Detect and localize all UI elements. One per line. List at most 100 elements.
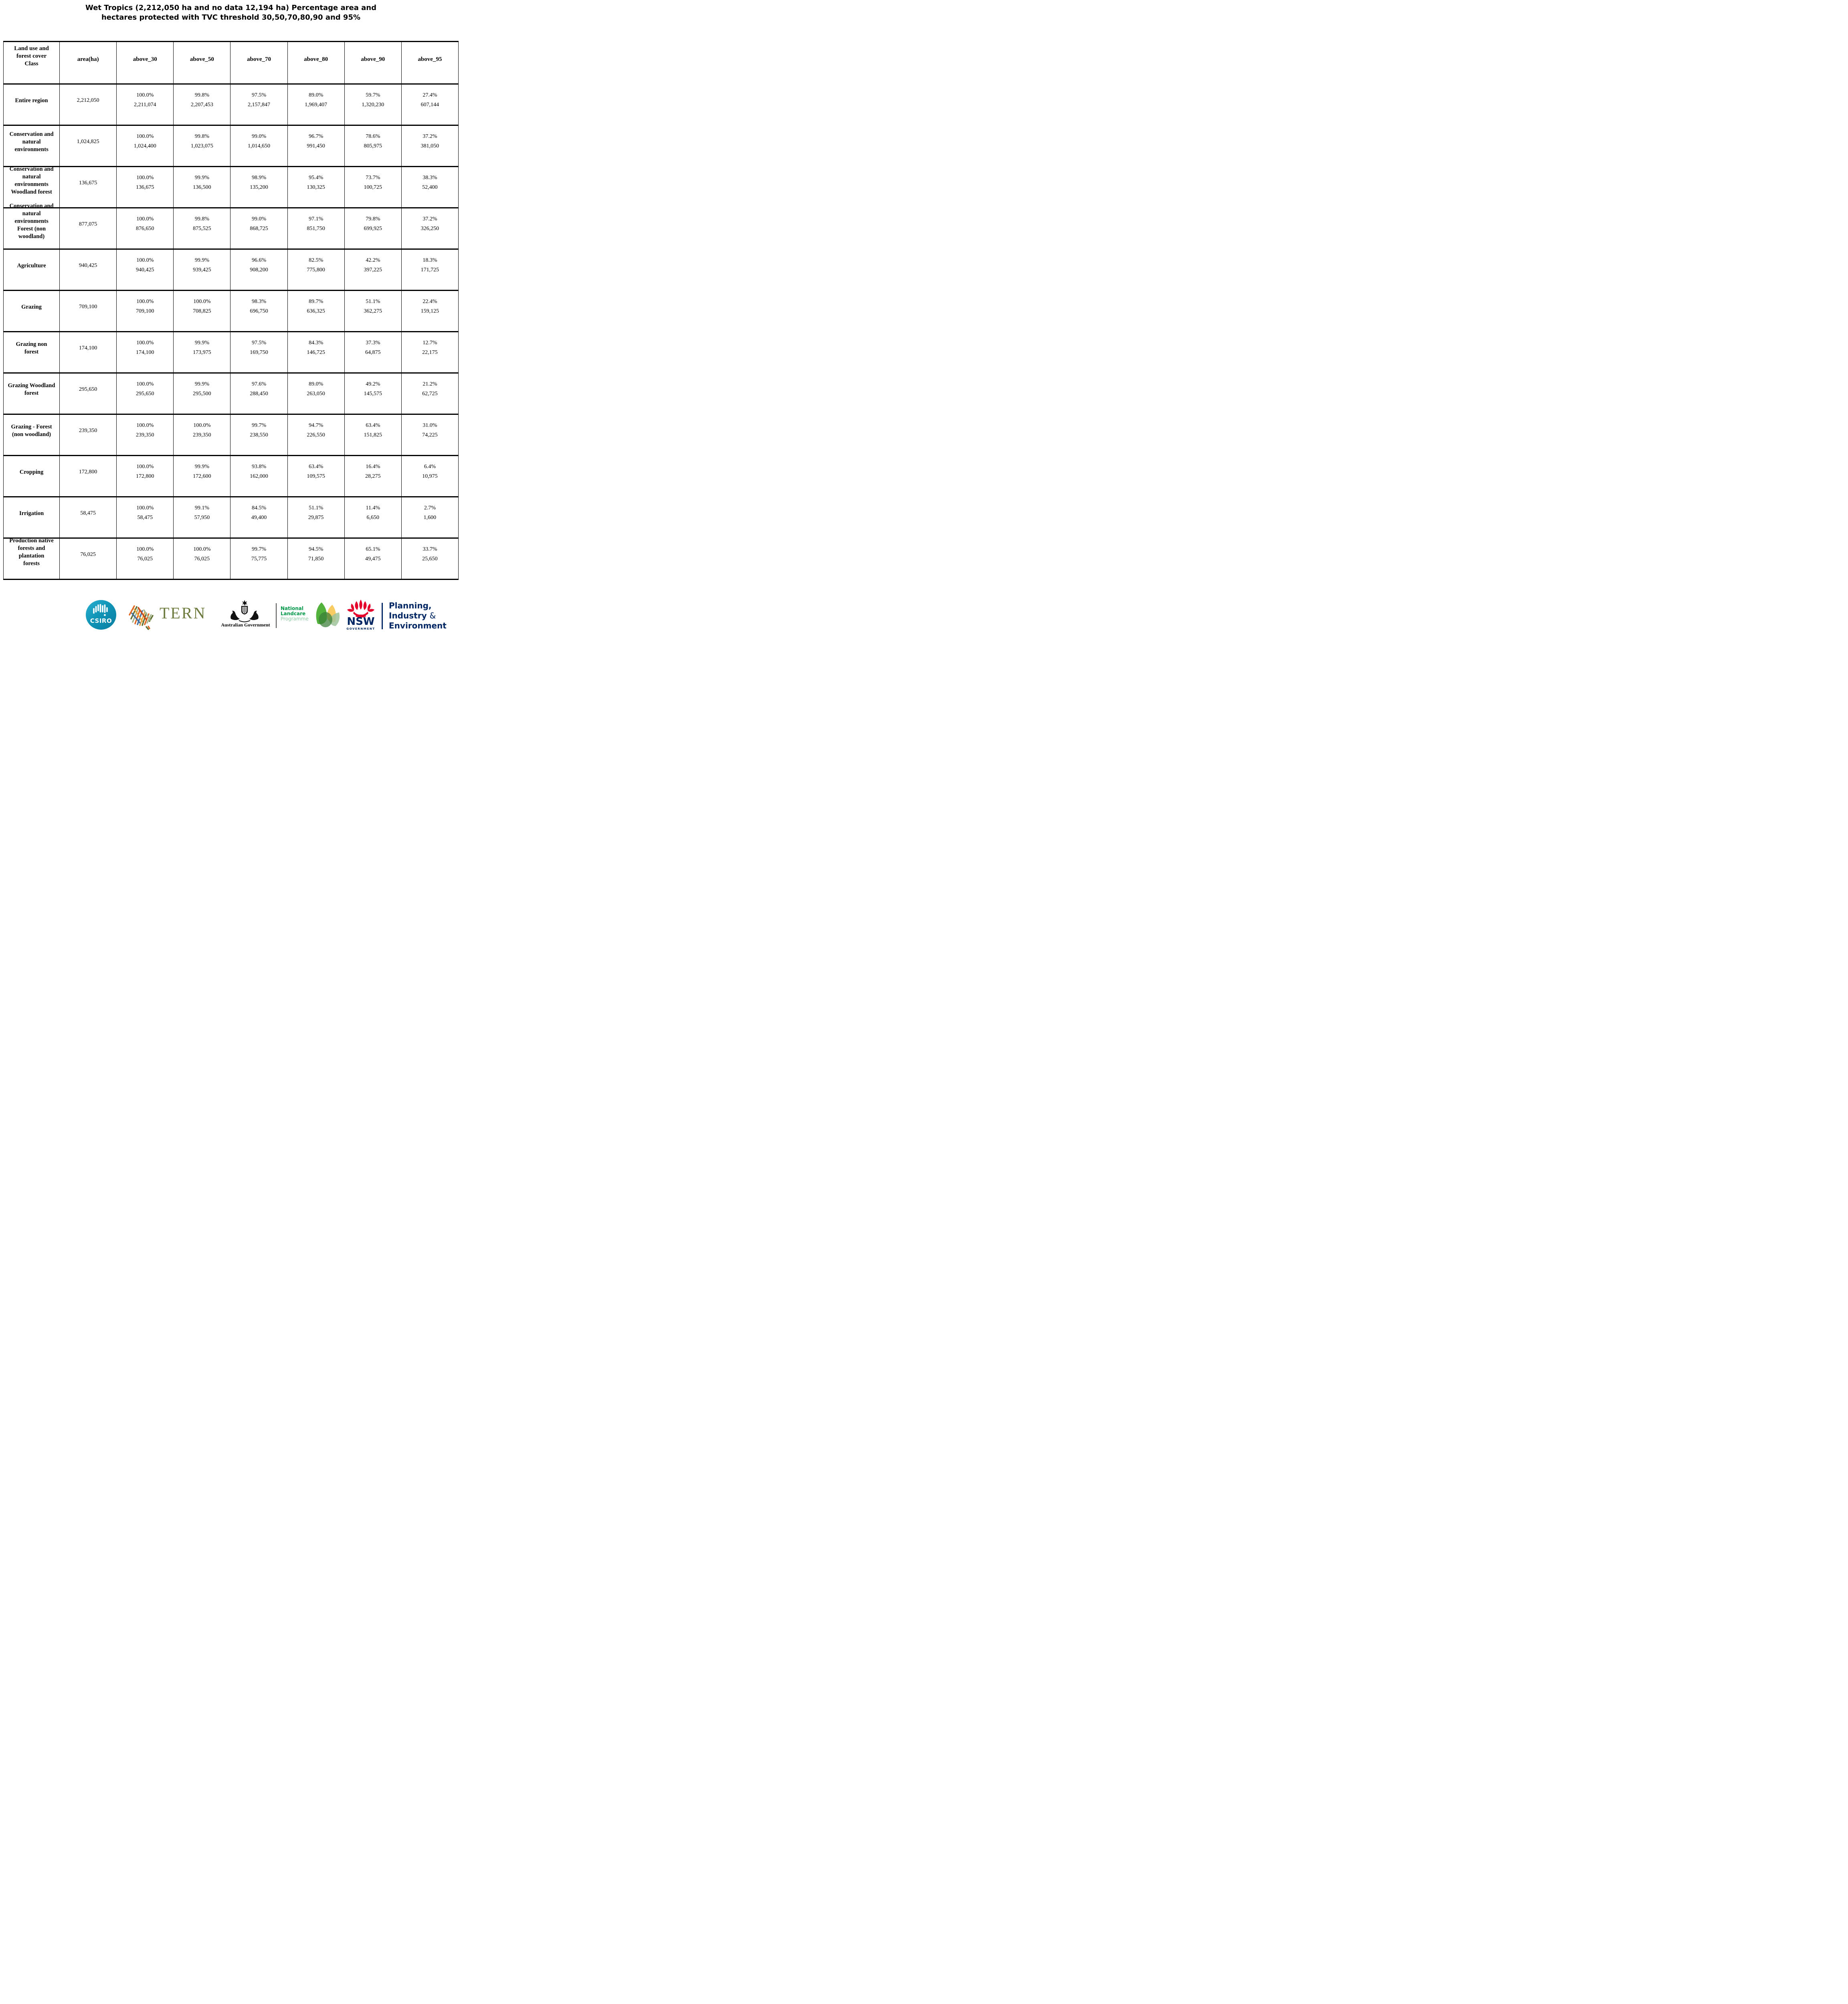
footer-logos: CSIRO TERN bbox=[0, 596, 462, 638]
header-above-30: above_30 bbox=[116, 41, 174, 84]
above-70-cell: 99.7% 238,550 bbox=[230, 414, 288, 456]
table-row: Grazing 709,100 100.0% 709,100 100.0% 708,… bbox=[3, 290, 459, 332]
above-95-cell: 22.4% 159,125 bbox=[401, 290, 459, 332]
planning-agency-label: Planning, Industry & Environment bbox=[389, 601, 447, 631]
above-30-cell: 100.0% 1,024,400 bbox=[116, 125, 174, 167]
above-30-cell: 100.0% 58,475 bbox=[116, 497, 174, 538]
above-50-cell: 99.8% 1,023,075 bbox=[173, 125, 231, 167]
table-row: Cropping 172,800 100.0% 172,800 99.9% 172,… bbox=[3, 455, 459, 497]
above-90-cell: 51.1% 362,275 bbox=[344, 290, 402, 332]
table-row: Production native forests and plantation… bbox=[3, 537, 459, 580]
row-label-cell: Entire region bbox=[3, 84, 60, 125]
csiro-label: CSIRO bbox=[90, 617, 112, 624]
area-cell: 239,350 bbox=[59, 414, 117, 456]
above-30-cell: 100.0% 876,650 bbox=[116, 208, 174, 249]
row-label-cell: Agriculture bbox=[3, 249, 60, 291]
nsw-label: NSW bbox=[347, 616, 375, 628]
page-title: Wet Tropics (2,212,050 ha and no data 12… bbox=[0, 3, 462, 22]
divider bbox=[382, 603, 383, 629]
above-50-cell: 100.0% 239,350 bbox=[173, 414, 231, 456]
above-80-cell: 96.7% 991,450 bbox=[287, 125, 345, 167]
csiro-hand-icon bbox=[93, 604, 108, 616]
area-cell: 2,212,050 bbox=[59, 84, 117, 125]
above-70-cell: 96.6% 908,200 bbox=[230, 249, 288, 291]
area-cell: 940,425 bbox=[59, 249, 117, 291]
above-30-cell: 100.0% 295,650 bbox=[116, 373, 174, 414]
row-label-cell: Irrigation bbox=[3, 497, 60, 538]
divider bbox=[276, 603, 277, 628]
above-80-cell: 89.7% 636,325 bbox=[287, 290, 345, 332]
page-title-line1: Wet Tropics (2,212,050 ha and no data 12… bbox=[85, 4, 376, 12]
above-80-cell: 63.4% 109,575 bbox=[287, 455, 345, 497]
header-above-50: above_50 bbox=[173, 41, 231, 84]
above-95-cell: 31.0% 74,225 bbox=[401, 414, 459, 456]
area-cell: 58,475 bbox=[59, 497, 117, 538]
above-30-cell: 100.0% 239,350 bbox=[116, 414, 174, 456]
above-95-cell: 37.2% 381,050 bbox=[401, 125, 459, 167]
area-cell: 76,025 bbox=[59, 538, 117, 580]
above-80-cell: 84.3% 146,725 bbox=[287, 331, 345, 373]
australian-government-crest-icon bbox=[230, 600, 259, 622]
above-80-cell: 89.0% 263,050 bbox=[287, 373, 345, 414]
above-95-cell: 37.2% 326,250 bbox=[401, 208, 459, 249]
row-label-cell: Conservation and natural environments Fo… bbox=[3, 203, 60, 249]
landcare-leaf-icon bbox=[316, 602, 340, 627]
area-cell: 295,650 bbox=[59, 373, 117, 414]
above-95-cell: 6.4% 10,975 bbox=[401, 455, 459, 497]
area-cell: 709,100 bbox=[59, 290, 117, 332]
above-95-cell: 38.3% 52,400 bbox=[401, 166, 459, 208]
above-30-cell: 100.0% 2,211,074 bbox=[116, 84, 174, 125]
table-row: Grazing non forest 174,100 100.0% 174,100… bbox=[3, 331, 459, 373]
above-90-cell: 59.7% 1,320,230 bbox=[344, 84, 402, 125]
row-label-cell: Grazing bbox=[3, 290, 60, 332]
above-50-cell: 100.0% 76,025 bbox=[173, 538, 231, 580]
landcare-line3: Programme bbox=[281, 616, 309, 622]
above-95-cell: 27.4% 607,144 bbox=[401, 84, 459, 125]
page-title-line2: hectares protected with TVC threshold 30… bbox=[101, 13, 361, 22]
above-90-cell: 65.1% 49,475 bbox=[344, 538, 402, 580]
header-area: area(ha) bbox=[59, 41, 117, 84]
above-50-cell: 99.8% 2,207,453 bbox=[173, 84, 231, 125]
area-cell: 877,075 bbox=[59, 208, 117, 249]
area-cell: 172,800 bbox=[59, 455, 117, 497]
above-50-cell: 100.0% 708,825 bbox=[173, 290, 231, 332]
above-90-cell: 73.7% 100,725 bbox=[344, 166, 402, 208]
row-label-cell: Grazing Woodland forest bbox=[3, 373, 60, 414]
above-80-cell: 89.0% 1,969,407 bbox=[287, 84, 345, 125]
land-use-table: Land use and forest cover Class area(ha)… bbox=[3, 41, 459, 580]
above-50-cell: 99.9% 939,425 bbox=[173, 249, 231, 291]
table-row: Conservation and natural environments Wo… bbox=[3, 166, 459, 208]
header-above-80: above_80 bbox=[287, 41, 345, 84]
above-90-cell: 42.2% 397,225 bbox=[344, 249, 402, 291]
csiro-logo-icon: CSIRO bbox=[86, 600, 116, 630]
tern-australia-icon bbox=[129, 605, 154, 630]
above-70-cell: 97.6% 288,450 bbox=[230, 373, 288, 414]
landcare-line2: Landcare bbox=[281, 611, 306, 616]
row-label-cell: Conservation and natural environments bbox=[3, 125, 60, 167]
above-95-cell: 12.7% 22,175 bbox=[401, 331, 459, 373]
above-70-cell: 93.8% 162,000 bbox=[230, 455, 288, 497]
table-row: Grazing Woodland forest 295,650 100.0% 29… bbox=[3, 373, 459, 414]
above-50-cell: 99.9% 172,600 bbox=[173, 455, 231, 497]
above-95-cell: 33.7% 25,650 bbox=[401, 538, 459, 580]
above-80-cell: 94.7% 226,550 bbox=[287, 414, 345, 456]
nsw-government-label: GOVERNMENT bbox=[346, 627, 375, 630]
above-80-cell: 97.1% 851,750 bbox=[287, 208, 345, 249]
above-90-cell: 11.4% 6,650 bbox=[344, 497, 402, 538]
area-cell: 1,024,825 bbox=[59, 125, 117, 167]
above-90-cell: 16.4% 28,275 bbox=[344, 455, 402, 497]
area-cell: 174,100 bbox=[59, 331, 117, 373]
tern-label: TERN bbox=[160, 604, 206, 622]
above-30-cell: 100.0% 136,675 bbox=[116, 166, 174, 208]
above-30-cell: 100.0% 172,800 bbox=[116, 455, 174, 497]
row-label-cell: Conservation and natural environments Wo… bbox=[3, 166, 60, 208]
table-row: Irrigation 58,475 100.0% 58,475 99.1% 57,9… bbox=[3, 497, 459, 538]
table-row: Grazing - Forest (non woodland) 239,350 … bbox=[3, 414, 459, 456]
row-label-cell: Grazing - Forest (non woodland) bbox=[3, 414, 60, 456]
above-90-cell: 78.6% 805,975 bbox=[344, 125, 402, 167]
area-cell: 136,675 bbox=[59, 166, 117, 208]
table-row: Agriculture 940,425 100.0% 940,425 99.9% 9… bbox=[3, 249, 459, 291]
above-90-cell: 79.8% 699,925 bbox=[344, 208, 402, 249]
above-70-cell: 99.0% 1,014,650 bbox=[230, 125, 288, 167]
above-30-cell: 100.0% 76,025 bbox=[116, 538, 174, 580]
